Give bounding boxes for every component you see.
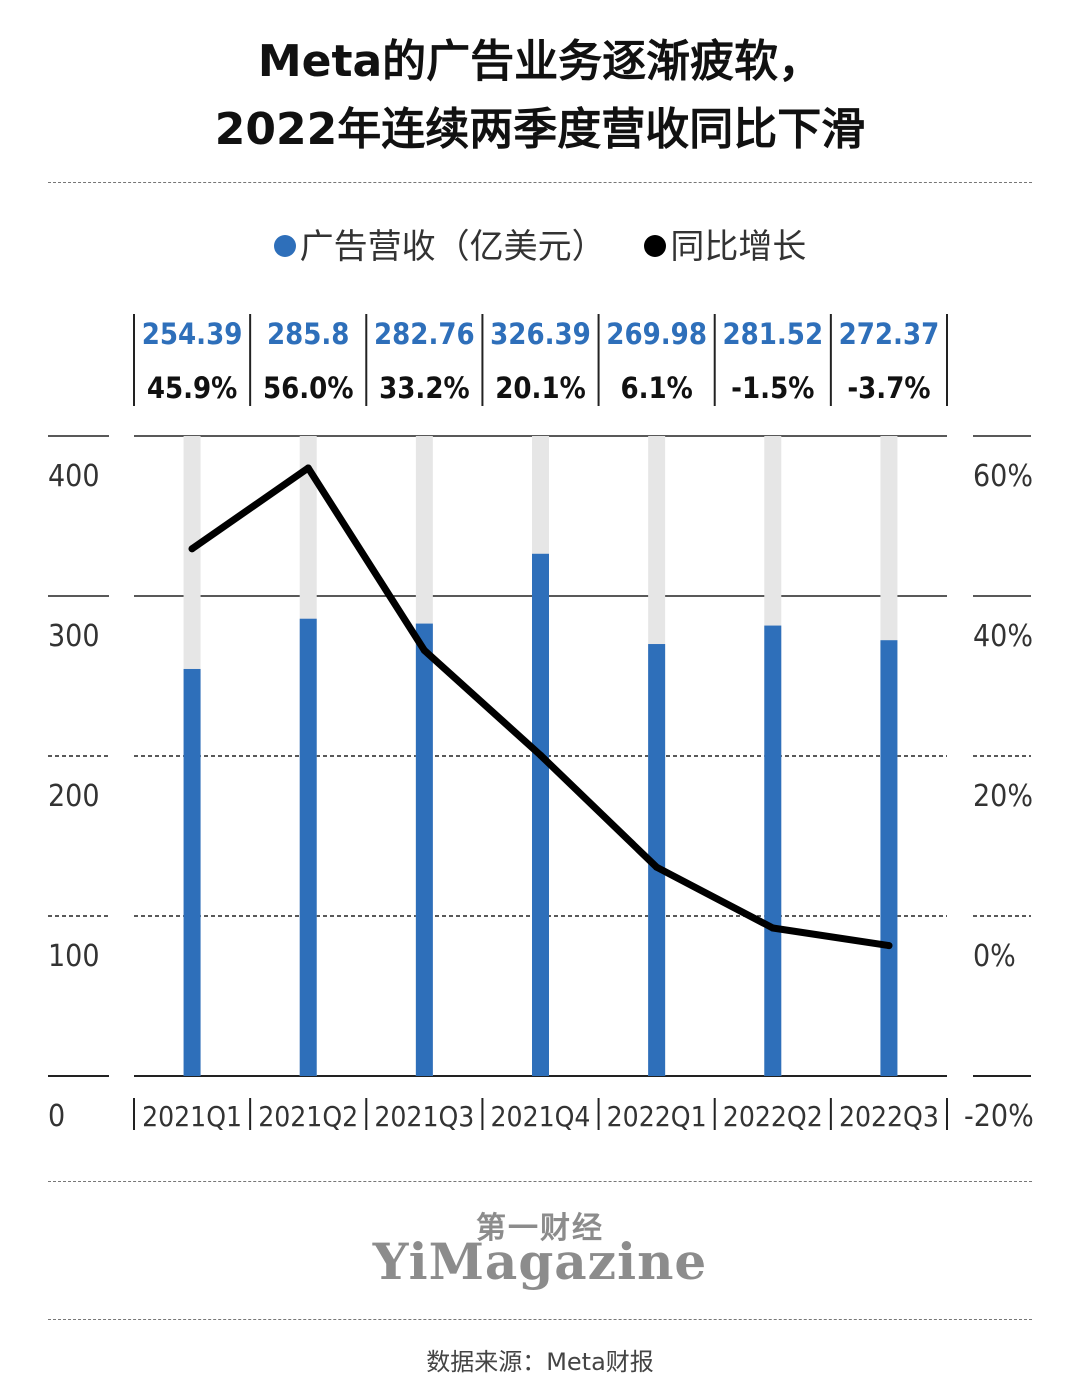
growth-value-label: 6.1% [620,371,692,405]
left-axis-label: 0 [48,1099,65,1134]
right-axis-label: 60% [973,459,1033,494]
brand-logo-cn: 第一财经 [476,1211,604,1246]
growth-value-label: 45.9% [147,371,238,405]
revenue-value-label: 281.52 [722,317,823,351]
left-axis-label: 400 [48,459,100,494]
growth-point [769,924,777,932]
middle-divider [48,1181,1032,1182]
legend-item-revenue: 广告营收（亿美元） [273,227,606,267]
bottom-divider [48,1319,1032,1320]
growth-value-label: 56.0% [263,371,354,405]
growth-point [420,646,428,654]
growth-point [304,464,312,472]
left-axis-label: 200 [48,779,100,814]
right-axis-label: 0% [973,939,1016,974]
growth-point [885,942,893,950]
top-divider [48,182,1032,183]
revenue-bar [764,625,782,1076]
revenue-value-label: 285.8 [267,317,350,351]
legend-dot-black-icon [644,234,667,257]
chart-title-line2: 2022年连续两季度营收同比下滑 [214,104,866,155]
growth-point [653,863,661,871]
growth-point [537,751,544,759]
chart-plot: 0 100 200 300 400 -20% 0% 20% 40% 60% 254.39 285.8 2… [48,314,1034,1134]
x-axis-category-label: 2022Q3 [839,1100,939,1133]
x-axis-category-label: 2021Q3 [374,1100,474,1133]
x-axis-category-label: 2022Q1 [607,1100,707,1133]
chart-legend: 广告营收（亿美元） 同比增长 [0,222,1080,272]
revenue-bar [299,618,317,1076]
legend-label-revenue: 广告营收（亿美元） [299,227,606,267]
revenue-value-label: 269.98 [606,317,707,351]
revenue-value-label: 254.39 [142,317,243,351]
revenue-bar [415,623,433,1076]
left-axis-label: 100 [48,939,100,974]
revenue-bar [183,668,201,1076]
right-axis-label: -20% [964,1099,1034,1134]
x-axis-category-label: 2021Q1 [142,1100,242,1133]
x-axis-category-label: 2021Q4 [491,1100,591,1133]
growth-value-label: 20.1% [495,371,586,405]
right-axis-label: 40% [973,619,1033,654]
revenue-value-label: 326.39 [490,317,591,351]
x-axis-category-label: 2022Q2 [723,1100,823,1133]
growth-value-label: 33.2% [379,371,470,405]
right-axis-label: 20% [973,779,1033,814]
growth-value-label: -1.5% [731,371,814,405]
left-axis-label: 300 [48,619,100,654]
revenue-bar [880,640,898,1076]
growth-value-label: -3.7% [847,371,930,405]
legend-dot-blue-icon [273,234,296,257]
revenue-value-label: 272.37 [839,317,940,351]
data-source: 数据来源：Meta财报 [426,1348,654,1376]
legend-item-growth: 同比增长 [644,227,806,267]
growth-point [188,545,196,553]
legend-label-growth: 同比增长 [670,227,807,267]
revenue-value-label: 282.76 [374,317,475,351]
revenue-bar [648,644,666,1076]
x-axis-category-label: 2021Q2 [258,1100,358,1133]
chart-title-line1: Meta的广告业务逐渐疲软， [257,36,823,87]
brand-logo-en: YiMagazine [372,1232,708,1291]
revenue-bar [532,553,549,1076]
